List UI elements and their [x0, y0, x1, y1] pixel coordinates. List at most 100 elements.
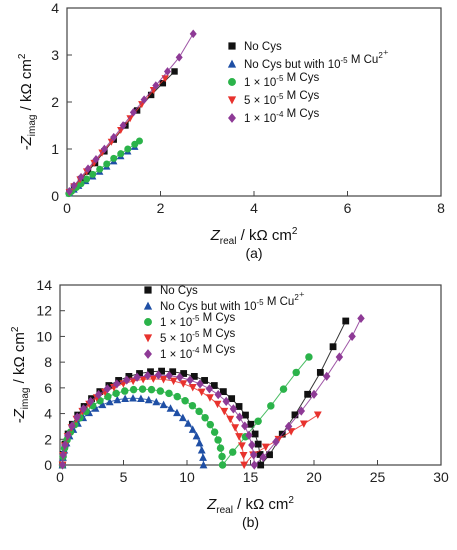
data-point [178, 413, 187, 422]
y-tick-label: 8 [44, 354, 52, 370]
data-point [165, 370, 173, 381]
data-point [310, 389, 318, 399]
data-point [77, 172, 85, 182]
data-point [251, 430, 259, 438]
data-point [199, 460, 208, 469]
data-point [79, 404, 88, 414]
data-point [235, 412, 244, 422]
data-point [219, 388, 227, 396]
data-point [165, 389, 173, 398]
data-point [173, 392, 182, 401]
y-axis-label: -Zimag / kΩ cm2 [17, 53, 38, 150]
data-point [229, 404, 238, 414]
y-tick-label: 10 [36, 328, 52, 344]
data-point [299, 420, 308, 428]
data-point [129, 394, 137, 402]
data-point [96, 165, 104, 173]
data-point [216, 444, 225, 452]
data-point [64, 430, 72, 440]
data-point [125, 373, 133, 380]
data-point [231, 424, 240, 432]
data-point [179, 380, 188, 388]
data-point [175, 53, 183, 62]
y-tick-label: 6 [44, 380, 52, 396]
data-point [235, 403, 243, 410]
data-point [119, 121, 127, 130]
data-point [166, 404, 175, 412]
data-point [190, 373, 198, 380]
x-tick-label: 25 [370, 469, 386, 485]
legend-entry: 1 × 10-5 M Cys [160, 312, 235, 329]
data-point [192, 431, 201, 440]
x-tick-label: 0 [56, 469, 64, 485]
legend-marker [227, 59, 237, 68]
legend-entry: No Cys [244, 41, 282, 53]
data-point [322, 371, 331, 381]
data-point [201, 377, 208, 384]
data-point [98, 400, 107, 409]
data-point [159, 400, 168, 409]
data-point [228, 395, 236, 403]
data-point [250, 460, 259, 470]
chart-panel-a: 0 2 4 6 8 0 1 2 3 4 Zreal / kΩ cm2 -Zimag / kΩ cm2 (… [17, 0, 445, 261]
data-point [214, 436, 222, 444]
data-point [222, 396, 230, 406]
legend-entry: 5 × 10-5 M Cys [244, 90, 319, 107]
data-point [297, 406, 306, 416]
x-tick-label: 6 [344, 200, 352, 216]
data-point [226, 415, 235, 424]
data-point [335, 352, 344, 362]
data-point [154, 370, 163, 380]
data-point [173, 408, 181, 417]
data-point [291, 411, 299, 419]
data-point [313, 411, 322, 419]
data-point [254, 440, 262, 448]
data-point [254, 417, 262, 426]
y-tick-label: 12 [36, 303, 52, 319]
data-point [144, 395, 153, 404]
data-point [158, 367, 165, 375]
data-point [143, 370, 152, 381]
panel-label: (a) [245, 245, 262, 261]
data-point [83, 175, 91, 183]
data-point [169, 368, 177, 376]
x-tick-label: 5 [120, 469, 128, 485]
data-point [104, 392, 112, 401]
data-point [214, 390, 222, 400]
data-point [213, 400, 222, 409]
data-point [267, 402, 275, 410]
data-point [357, 313, 365, 324]
data-point [196, 379, 204, 389]
data-point [239, 451, 248, 460]
data-point [129, 108, 137, 117]
data-point [126, 115, 134, 123]
data-point [70, 181, 78, 190]
data-point [248, 440, 256, 450]
x-tick-label: 8 [437, 200, 445, 216]
data-point [197, 446, 206, 454]
data-point [256, 451, 264, 458]
data-point [135, 137, 143, 145]
data-point [329, 343, 337, 351]
data-point [77, 180, 85, 188]
data-point [205, 384, 214, 394]
data-point [117, 150, 125, 158]
data-point [228, 448, 237, 456]
data-point [220, 407, 229, 416]
data-point [123, 375, 131, 385]
data-point [195, 438, 204, 447]
data-point [100, 144, 108, 154]
data-point [163, 67, 172, 76]
data-point [103, 160, 111, 168]
data-point [105, 397, 114, 406]
data-point [188, 401, 197, 410]
data-point [210, 428, 219, 436]
data-point [94, 390, 103, 400]
data-point [115, 377, 123, 384]
data-point [133, 372, 141, 382]
data-point [138, 385, 147, 393]
data-point [242, 411, 249, 419]
data-point [147, 91, 155, 99]
